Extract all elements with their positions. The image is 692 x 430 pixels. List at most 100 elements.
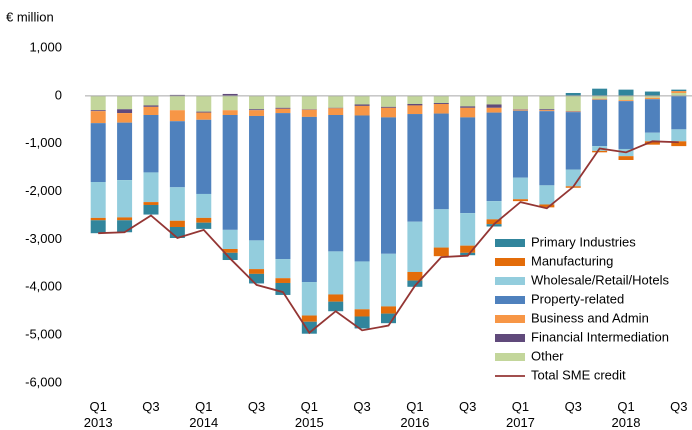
bar-segment <box>592 88 608 96</box>
x-tick-label: Q1 2017 <box>506 399 535 430</box>
bar-segment <box>381 107 396 118</box>
bar-segment <box>407 271 423 281</box>
bar-segment <box>117 109 133 114</box>
legend-label: Manufacturing <box>531 253 613 268</box>
bar-segment <box>433 103 449 114</box>
bar-segment <box>407 221 423 272</box>
bar-segment <box>196 95 212 112</box>
y-tick-label: -3,000 <box>25 231 62 246</box>
bar-segment <box>169 187 185 221</box>
bar-segment <box>249 115 265 241</box>
bar-segment <box>275 113 291 260</box>
x-tick-label: Q1 2014 <box>189 399 218 430</box>
bar-segment <box>539 111 555 186</box>
bar-segment <box>196 112 212 120</box>
bar-segment <box>407 103 423 106</box>
bar-segment <box>433 247 449 257</box>
bar-segment <box>90 111 106 124</box>
bar-segment <box>222 115 238 230</box>
bar-segment <box>644 132 660 142</box>
bar-segment <box>90 217 106 221</box>
legend-swatch <box>495 353 525 361</box>
bar-segment <box>565 92 581 96</box>
x-tick-label: Q3 <box>459 399 476 414</box>
bar-segment <box>196 111 212 113</box>
bar-segment <box>618 100 634 102</box>
bar-segment <box>169 226 185 238</box>
bar-segment <box>249 269 265 274</box>
bar-segment <box>671 95 687 130</box>
legend-label: Total SME credit <box>531 367 626 382</box>
bar-segment <box>354 104 370 106</box>
bar-segment <box>354 115 370 262</box>
bar-segment <box>618 156 634 160</box>
x-tick-label: Q1 2018 <box>612 399 641 430</box>
x-tick-label: Q3 <box>248 399 265 414</box>
x-tick-label: Q3 <box>353 399 370 414</box>
bar-segment <box>354 316 370 329</box>
bar-segment <box>512 95 528 110</box>
bar-segment <box>539 109 555 111</box>
bar-segment <box>512 177 528 200</box>
total-line <box>98 140 679 335</box>
y-tick-label: 1,000 <box>29 39 62 54</box>
x-tick-label: Q1 2013 <box>84 399 113 430</box>
legend-swatch <box>495 239 525 247</box>
bar-segment <box>301 95 317 110</box>
bar-segment <box>381 117 396 254</box>
bar-segment <box>275 259 291 279</box>
bar-segment <box>196 222 212 229</box>
bar-segment <box>539 204 555 208</box>
bar-segment <box>486 112 502 202</box>
bar-segment <box>539 185 555 205</box>
legend-label: Primary Industries <box>531 234 636 249</box>
bar-segment <box>460 252 476 256</box>
bar-segment <box>196 119 212 194</box>
bar-segment <box>460 245 476 253</box>
bar-segment <box>117 113 133 123</box>
bar-segment <box>433 113 449 210</box>
bar-segment <box>539 95 555 110</box>
bar-segment <box>539 110 555 112</box>
y-tick-label: -2,000 <box>25 183 62 198</box>
bar-segment <box>407 105 423 115</box>
bar-segment <box>618 89 634 96</box>
bar-segment <box>381 313 396 324</box>
bar-segment <box>117 95 133 110</box>
x-tick-label: Q1 2015 <box>295 399 324 430</box>
bar-segment <box>196 217 212 223</box>
bar-segment <box>275 278 291 283</box>
bar-segment <box>90 182 106 218</box>
bar-segment <box>143 202 159 205</box>
bar-segment <box>275 107 291 109</box>
bar-segment <box>222 229 238 249</box>
legend-label: Property-related <box>531 291 624 306</box>
bar-segment <box>644 99 660 133</box>
bar-segment <box>143 105 159 107</box>
bar-segment <box>644 91 660 96</box>
legend-label: Other <box>531 348 564 363</box>
bar-segment <box>301 109 317 117</box>
bar-segment <box>143 172 159 203</box>
bar-segment <box>512 110 528 178</box>
bar-segment <box>249 95 265 110</box>
bar-segment <box>592 98 608 100</box>
bar-segment <box>381 106 396 108</box>
bar-segment <box>671 91 687 93</box>
bar-segment <box>565 95 581 112</box>
bar-segment <box>460 106 476 108</box>
bar-segment <box>275 108 291 114</box>
legend-label: Business and Admin <box>531 310 649 325</box>
bar-segment <box>143 115 159 173</box>
bar-segment <box>117 217 133 221</box>
bar-segment <box>143 106 159 115</box>
bar-segment <box>512 199 528 202</box>
bar-segment <box>90 123 106 182</box>
bar-segment <box>354 261 370 310</box>
bar-segment <box>618 95 634 101</box>
bar-segment <box>354 309 370 317</box>
bar-segment <box>117 122 133 181</box>
bar-segment <box>486 104 502 108</box>
bar-segment <box>644 97 660 100</box>
legend-label: Wholesale/Retail/Hotels <box>531 272 670 287</box>
